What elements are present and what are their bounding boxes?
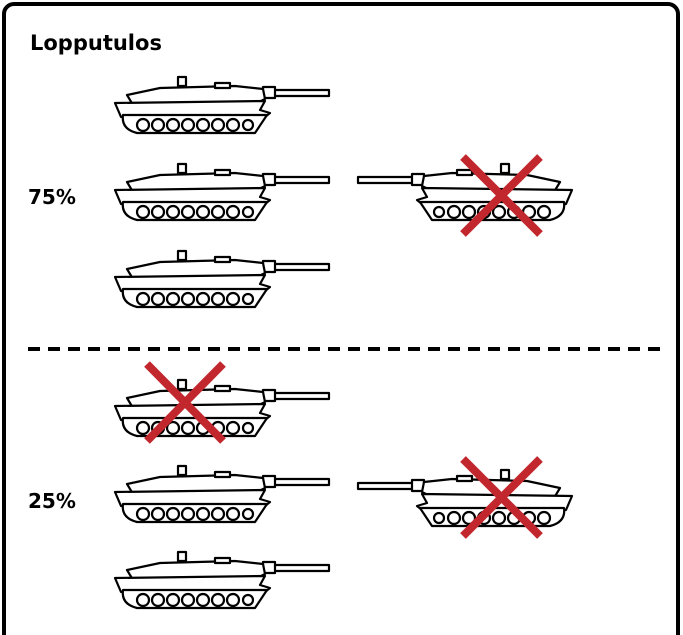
- tank: [115, 380, 329, 436]
- scenario-label: 75%: [28, 185, 76, 209]
- title: Lopputulos: [30, 31, 162, 55]
- tank: [115, 251, 329, 307]
- diagram: Lopputulos 75% 25%: [0, 0, 683, 635]
- tank: [115, 466, 329, 522]
- page: Lopputulos 75% 25% (() => { const data =…: [0, 0, 683, 635]
- tank: [115, 77, 329, 133]
- frame: [4, 4, 678, 635]
- tank: [358, 164, 572, 220]
- tanks: [115, 77, 572, 608]
- tank: [115, 164, 329, 220]
- tank: [115, 552, 329, 608]
- scenario-label: 25%: [28, 489, 76, 513]
- tank: [358, 470, 572, 526]
